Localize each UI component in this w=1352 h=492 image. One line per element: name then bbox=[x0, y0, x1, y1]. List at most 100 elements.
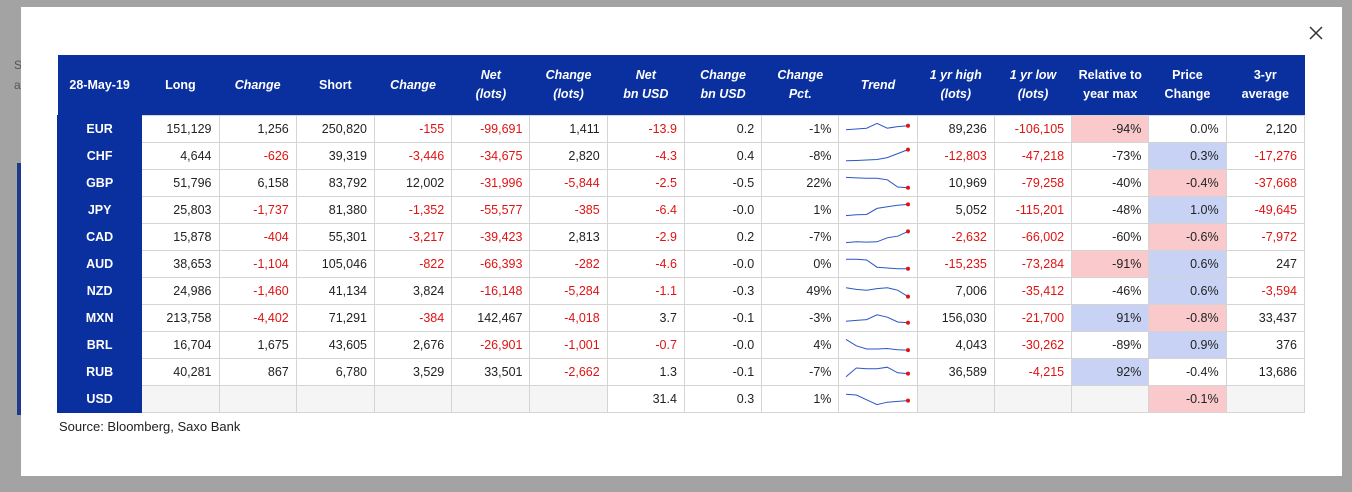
background-panel-fragment bbox=[17, 163, 23, 415]
cell-chg2: -822 bbox=[373, 250, 453, 278]
column-header-line: (lots) bbox=[553, 87, 584, 101]
cell-chglots: -2,662 bbox=[529, 358, 608, 386]
column-header-line: Price bbox=[1172, 68, 1203, 82]
cell-net: 142,467 bbox=[451, 304, 531, 332]
sparkline-last-point bbox=[906, 371, 911, 376]
sparkline-chart bbox=[846, 122, 911, 131]
column-header: Relative to year max bbox=[1071, 55, 1149, 116]
cell-low: -21,700 bbox=[993, 304, 1073, 332]
cell-high: 156,030 bbox=[916, 304, 995, 332]
trend-sparkline bbox=[838, 169, 918, 197]
cell-rel: -89% bbox=[1071, 331, 1150, 359]
cell-rel bbox=[1071, 385, 1150, 413]
cell-pct: 22% bbox=[761, 169, 840, 197]
sparkline-line bbox=[846, 393, 909, 406]
column-header: Price Change bbox=[1148, 55, 1227, 116]
sparkline-last-point bbox=[906, 348, 911, 353]
cell-high: 5,052 bbox=[916, 196, 995, 224]
cell-pct: 1% bbox=[761, 196, 840, 224]
column-header: Short bbox=[296, 55, 375, 116]
column-header: Change bbox=[219, 55, 297, 116]
cell-net: -66,393 bbox=[451, 250, 531, 278]
cell-high bbox=[916, 385, 995, 413]
cell-long: 4,644 bbox=[141, 142, 220, 170]
cell-chg2: -155 bbox=[373, 115, 453, 143]
cell-chg1: 1,256 bbox=[218, 115, 297, 143]
cell-high: 10,969 bbox=[916, 169, 995, 197]
cell-chg2: -384 bbox=[373, 304, 453, 332]
cell-rel: -91% bbox=[1071, 250, 1150, 278]
cell-short bbox=[295, 385, 375, 413]
cell-price: -0.4% bbox=[1148, 358, 1227, 386]
column-header: Net bn USD bbox=[607, 55, 685, 116]
cell-netbn: -4.3 bbox=[606, 142, 685, 170]
cell-chg1: -1,104 bbox=[218, 250, 297, 278]
trend-sparkline bbox=[838, 358, 918, 386]
close-icon bbox=[1309, 26, 1323, 40]
currency-label: BRL bbox=[56, 331, 143, 359]
trend-sparkline bbox=[838, 277, 918, 305]
cell-price: -0.8% bbox=[1148, 304, 1227, 332]
cell-price: 0.3% bbox=[1148, 142, 1227, 170]
sparkline-chart bbox=[846, 366, 911, 378]
cell-short: 81,380 bbox=[295, 196, 375, 224]
cell-long: 40,281 bbox=[141, 358, 220, 386]
table-row: GBP 51,796 6,158 83,792 12,002 -31,996 -5,844-… bbox=[56, 169, 1306, 197]
cell-chglots: -385 bbox=[529, 196, 608, 224]
cell-chg1: 867 bbox=[218, 358, 297, 386]
cell-short: 41,134 bbox=[295, 277, 375, 305]
cell-pct: -8% bbox=[761, 142, 840, 170]
column-header-line: Change bbox=[777, 68, 824, 82]
cot-table-figure: 28-May-19 Long Change Short Change Net (lots) C… bbox=[56, 55, 1306, 434]
cell-pct: 4% bbox=[761, 331, 840, 359]
table-row: CAD 15,878 -404 55,301 -3,217 -39,423 2,813 -2.… bbox=[56, 223, 1306, 251]
cell-low: -35,412 bbox=[993, 277, 1073, 305]
cell-high: -12,803 bbox=[916, 142, 995, 170]
cell-chg1: -404 bbox=[218, 223, 297, 251]
sparkline-last-point bbox=[906, 320, 911, 325]
trend-sparkline bbox=[838, 196, 918, 224]
column-header-line: average bbox=[1241, 87, 1289, 101]
cell-chgbn: 0.2 bbox=[683, 223, 763, 251]
cell-low: -66,002 bbox=[993, 223, 1073, 251]
cell-low: -47,218 bbox=[993, 142, 1073, 170]
cell-short: 55,301 bbox=[295, 223, 375, 251]
cell-chgbn: -0.1 bbox=[683, 304, 763, 332]
cell-avg: 247 bbox=[1225, 250, 1306, 278]
cell-chg2: 3,529 bbox=[373, 358, 453, 386]
cell-avg: 2,120 bbox=[1225, 115, 1306, 143]
column-header: Change bn USD bbox=[684, 55, 762, 116]
cell-avg bbox=[1225, 385, 1306, 413]
cell-chg2: -3,217 bbox=[373, 223, 453, 251]
cell-short: 250,820 bbox=[295, 115, 375, 143]
cell-long: 25,803 bbox=[141, 196, 220, 224]
table-row: CHF 4,644 -626 39,319 -3,446 -34,675 2,820 -4.3… bbox=[56, 142, 1306, 170]
column-header-line: Change bbox=[390, 77, 437, 92]
column-header-line: Change bbox=[700, 68, 746, 82]
sparkline-line bbox=[846, 287, 909, 298]
currency-label: USD bbox=[56, 385, 143, 413]
table-row: USD 31.4 0.3 1% -0.1% bbox=[56, 385, 1306, 413]
cell-low: -30,262 bbox=[993, 331, 1073, 359]
cell-avg: -7,972 bbox=[1225, 223, 1306, 251]
cell-long: 15,878 bbox=[141, 223, 220, 251]
cell-netbn: -2.5 bbox=[606, 169, 685, 197]
cell-price: 0.0% bbox=[1148, 115, 1227, 143]
cell-long bbox=[141, 385, 220, 413]
cell-chgbn: -0.5 bbox=[683, 169, 763, 197]
close-button[interactable] bbox=[1304, 21, 1328, 45]
sparkline-chart bbox=[846, 393, 911, 406]
cell-chgbn: 0.3 bbox=[683, 385, 763, 413]
sparkline-chart bbox=[846, 202, 911, 217]
column-header-line: bn USD bbox=[623, 87, 669, 101]
cell-high: -2,632 bbox=[916, 223, 995, 251]
cell-long: 16,704 bbox=[141, 331, 220, 359]
table-row: EUR 151,129 1,256 250,820 -155 -99,691 1,411 -1… bbox=[56, 115, 1306, 143]
sparkline-last-point bbox=[906, 185, 911, 190]
currency-label: MXN bbox=[56, 304, 143, 332]
cell-low: -79,258 bbox=[993, 169, 1073, 197]
cell-price: 0.9% bbox=[1148, 331, 1227, 359]
cell-chglots: -1,001 bbox=[529, 331, 608, 359]
cell-chglots: 2,813 bbox=[529, 223, 608, 251]
